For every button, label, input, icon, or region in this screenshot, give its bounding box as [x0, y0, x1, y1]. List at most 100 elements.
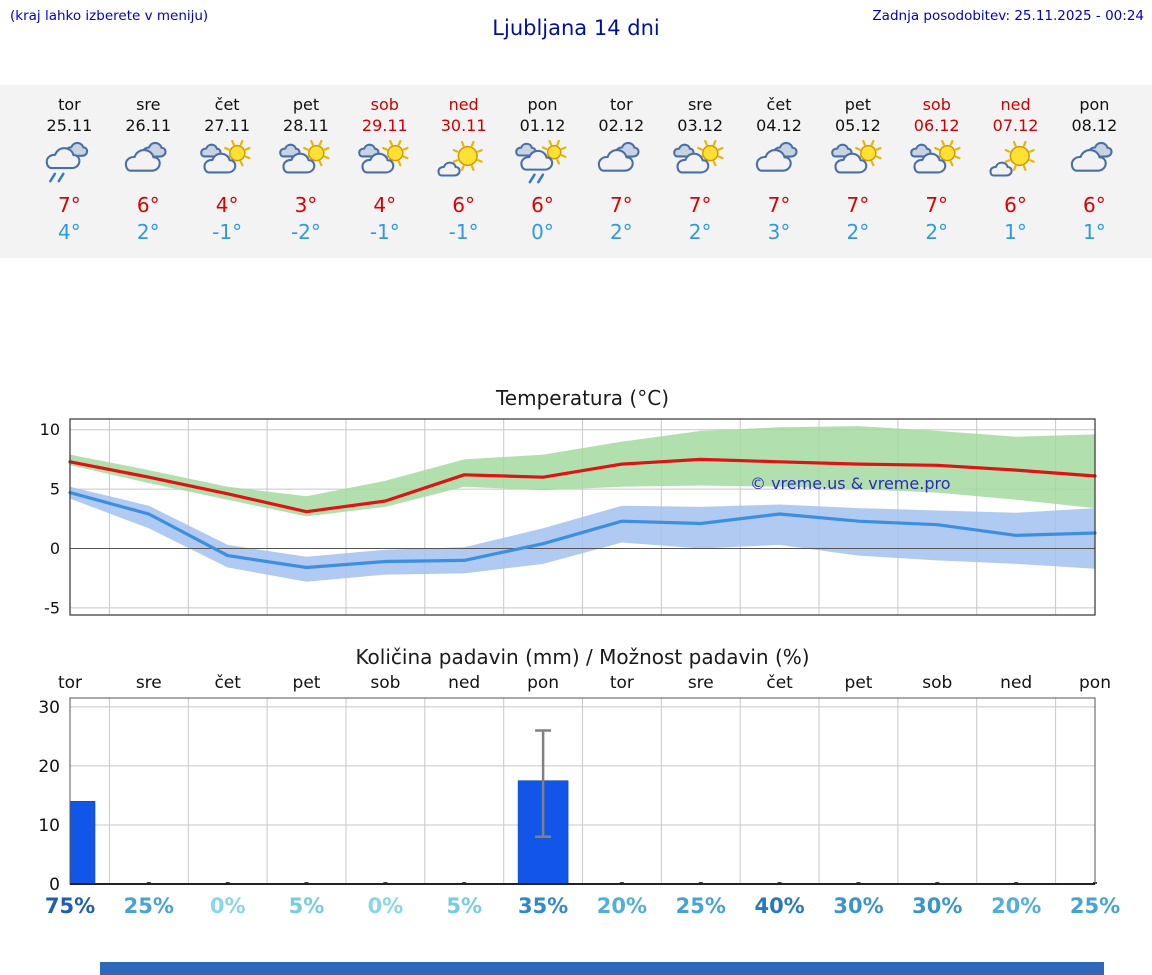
day-date: 28.11	[283, 116, 329, 135]
cloudy-icon	[598, 141, 640, 172]
precip-probability-label: 25%	[124, 894, 174, 918]
precip-probability-label: 0%	[368, 894, 404, 918]
menu-hint: (kraj lahko izberete v meniju)	[10, 8, 209, 24]
precipitation-chart-title: Količina padavin (mm) / Možnost padavin …	[355, 645, 810, 669]
y-tick-label: 20	[38, 757, 60, 777]
partly-sunny-icon	[357, 140, 409, 174]
mostly-sunny-icon	[988, 140, 1035, 177]
precip-probability-label: 5%	[446, 894, 482, 918]
forecast-day: pon 01.12 6° 0°	[503, 94, 582, 258]
precip-probability-label: 25%	[1070, 894, 1120, 918]
high-temp: 3°	[294, 193, 318, 217]
spacer	[0, 621, 1152, 645]
day-name: čet	[766, 95, 792, 114]
x-category-label: sre	[688, 673, 714, 693]
high-temp: 7°	[609, 193, 633, 217]
temperature-chart: © vreme.us & vreme.pro -5 0 5 10	[40, 418, 1097, 617]
x-category-label: čet	[214, 673, 241, 693]
day-date: 29.11	[361, 116, 408, 135]
x-category-label: pon	[1079, 673, 1111, 693]
x-category-label: sre	[136, 673, 162, 693]
partly-sunny-icon	[909, 140, 961, 174]
low-temp: 2°	[688, 220, 712, 244]
day-date: 27.11	[204, 116, 251, 135]
x-category-label: sob	[370, 673, 400, 693]
y-tick-label: 5	[50, 480, 60, 499]
precipitation-chart-block: Količina padavin (mm) / Možnost padavin …	[0, 645, 1152, 920]
precip-probability-label: 75%	[45, 894, 95, 918]
x-category-label: ned	[1000, 673, 1032, 693]
high-temp: 7°	[925, 193, 949, 217]
day-name: pon	[527, 95, 558, 114]
low-temp: -1°	[369, 220, 400, 244]
partly-sunny-icon	[673, 140, 724, 174]
day-date: 25.11	[46, 116, 93, 135]
precip-probability-label: 20%	[991, 894, 1041, 918]
cloud-rain-icon	[46, 141, 89, 183]
max-temperature-line	[68, 457, 1097, 514]
day-date: 01.12	[519, 116, 566, 135]
cloudy-icon	[1071, 141, 1113, 172]
precip-probability-label: 20%	[597, 894, 647, 918]
x-category-label: pon	[527, 673, 559, 693]
forecast-day: ned 30.11 6° -1°	[424, 94, 503, 258]
forecast-day: čet 04.12 7° 3°	[740, 94, 819, 258]
y-tick-label: 0	[50, 539, 60, 558]
day-name: tor	[58, 95, 81, 114]
low-temp: 2°	[609, 220, 633, 244]
forecast-day: sob 06.12 7° 2°	[897, 94, 976, 258]
day-date: 07.12	[992, 116, 1039, 135]
low-temp: 1°	[1004, 220, 1027, 244]
high-temp: 7°	[58, 193, 81, 217]
partly-rain-icon	[515, 140, 568, 184]
high-temp: 6°	[452, 193, 475, 217]
x-category-label: tor	[58, 673, 82, 693]
watermark: © vreme.us & vreme.pro	[750, 474, 951, 493]
day-name: tor	[610, 95, 633, 114]
precip-probability-label: 30%	[912, 894, 962, 918]
forecast-day: sob 29.11 4° -1°	[345, 94, 424, 258]
y-tick-label: -5	[44, 598, 60, 617]
high-temp: 6°	[531, 193, 554, 217]
high-temp: 7°	[767, 193, 791, 217]
partly-sunny-icon	[831, 140, 882, 174]
high-temp: 6°	[136, 193, 160, 217]
day-date: 08.12	[1071, 116, 1118, 135]
day-date: 02.12	[598, 116, 645, 135]
cloudy-icon	[125, 141, 167, 172]
day-name: sob	[370, 95, 399, 114]
precip-probability-label: 30%	[833, 894, 883, 918]
day-date: 03.12	[677, 116, 724, 135]
high-temp: 7°	[688, 193, 712, 217]
low-temp: 1°	[1083, 220, 1106, 244]
page-title: Ljubljana 14 dni	[492, 16, 660, 40]
precip-probability-label: 0%	[210, 894, 246, 918]
forecast-day: čet 27.11 4° -1°	[188, 94, 267, 258]
forecast-day: tor 02.12 7° 2°	[582, 94, 661, 258]
day-date: 04.12	[756, 116, 802, 135]
low-temp: 3°	[767, 220, 791, 244]
forecast-day: pet 05.12 7° 2°	[818, 94, 897, 258]
forecast-day: tor 25.11 7° 4°	[30, 94, 109, 258]
precipitation-chart: tor sre čet pet sob ned pon tor sre čet pet sob ned p…	[38, 673, 1120, 918]
x-category-label: pet	[293, 673, 321, 693]
min-temperature-line	[68, 491, 1097, 570]
precip-probability-label: 5%	[289, 894, 325, 918]
day-name: sre	[687, 95, 713, 114]
x-category-label: sob	[922, 673, 952, 693]
y-tick-label: 10	[38, 816, 60, 836]
x-category-label: tor	[610, 673, 634, 693]
high-temp: 6°	[1004, 193, 1027, 217]
low-temp: -2°	[290, 220, 321, 244]
temperature-chart-block: Temperatura (°C) © vreme.us & vreme.pro -…	[0, 386, 1152, 621]
partly-sunny-icon	[279, 140, 330, 174]
y-tick-label: 30	[38, 698, 60, 718]
precip-bar	[69, 801, 96, 885]
forecast-day: sre 26.11 6° 2°	[109, 94, 188, 258]
high-temp: 4°	[215, 193, 239, 217]
y-tick-label: 10	[40, 420, 60, 439]
high-temp: 6°	[1083, 193, 1106, 217]
temperature-chart-title: Temperatura (°C)	[495, 386, 669, 410]
day-date: 26.11	[125, 116, 172, 135]
day-name: ned	[448, 95, 479, 114]
